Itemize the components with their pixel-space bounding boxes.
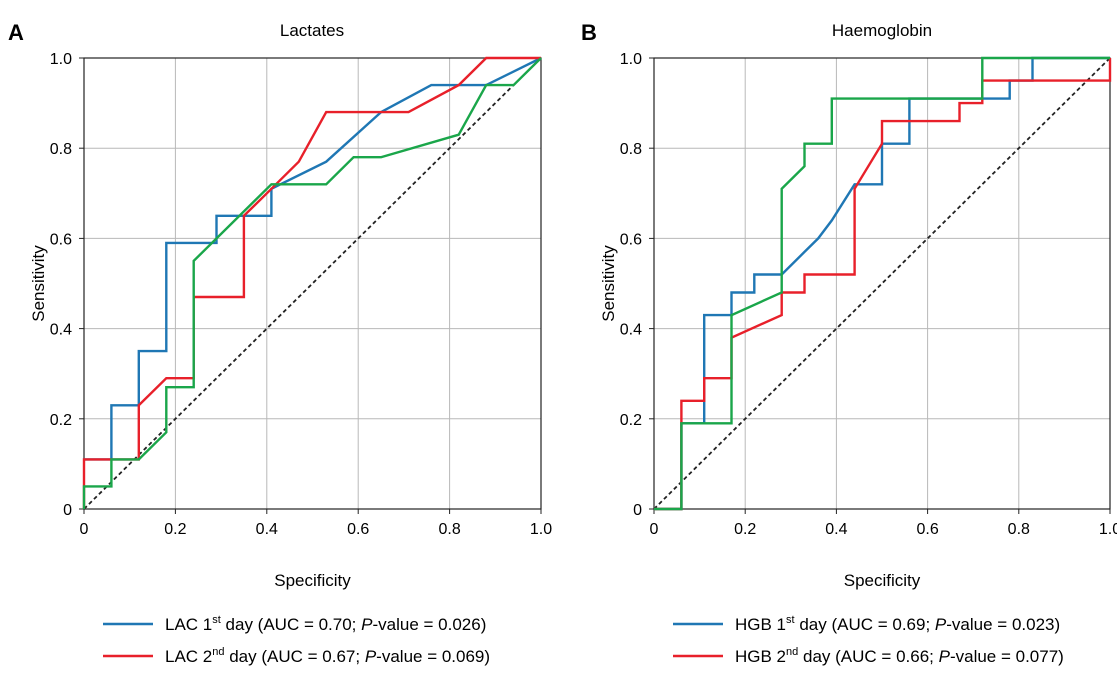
x-tick-label: 0 <box>80 521 89 538</box>
x-tick-label: 0.8 <box>1008 521 1030 538</box>
legend-label: HGB 1st day (AUC = 0.69; P-value = 0.023… <box>735 614 1060 634</box>
panel-letter: A <box>8 20 24 45</box>
roc-curve-3 <box>82 57 542 509</box>
chart-panel-b: B Haemoglobin 0 0.2 0.4 0.6 0.8 1.0 0 0.2 0.4 0.6 0.… <box>581 20 1117 666</box>
x-tick-label: 0.8 <box>438 521 460 538</box>
legend-part-prefix: HGB 1 <box>735 615 786 634</box>
x-tick-label: 0.2 <box>164 521 186 538</box>
y-tick-label: 0.4 <box>50 322 72 339</box>
x-tick-label: 0.4 <box>825 521 847 538</box>
roc-curve-1 <box>654 56 1110 511</box>
legend-entry: HGB 1st day (AUC = 0.69; P-value = 0.023… <box>673 614 1060 634</box>
legend-label: HGB 2nd day (AUC = 0.66; P-value = 0.077… <box>735 646 1064 666</box>
legend-entry: LAC 1st day (AUC = 0.70; P-value = 0.026… <box>103 614 486 634</box>
legend-part-ital: P <box>361 615 373 634</box>
y-tick-label: 0.2 <box>50 412 72 429</box>
legend-part-suffix: -value = 0.026) <box>372 615 486 634</box>
x-tick-label: 0 <box>650 521 659 538</box>
plot-frame <box>83 57 542 510</box>
legend-part-mid: day (AUC = 0.70; <box>221 615 361 634</box>
chart-title: Lactates <box>280 21 344 40</box>
y-tick-label: 0.2 <box>620 412 642 429</box>
x-axis-label: Specificity <box>844 571 921 590</box>
x-axis-label: Specificity <box>274 571 351 590</box>
panel-letter: B <box>581 20 597 45</box>
legend-part-ital: P <box>939 647 951 666</box>
plot-frame <box>653 57 1111 510</box>
x-tick-label: 1.0 <box>530 521 552 538</box>
y-tick-label: 0 <box>633 502 642 519</box>
legend-part-sup: st <box>212 614 221 626</box>
roc-curve-2 <box>654 58 1112 511</box>
y-tick-label: 0.6 <box>50 231 72 248</box>
y-tick-label: 0.6 <box>620 231 642 248</box>
x-tick-label: 0.4 <box>256 521 278 538</box>
legend-part-prefix: HGB 2 <box>735 647 786 666</box>
legend-label: LAC 2nd day (AUC = 0.67; P-value = 0.069… <box>165 646 490 666</box>
y-tick-label: 0.8 <box>50 141 72 158</box>
legend-part-ital: P <box>935 615 947 634</box>
y-tick-label: 1.0 <box>50 51 72 68</box>
roc-curve-3 <box>654 56 1110 511</box>
roc-curve-1 <box>84 56 542 461</box>
chart-panel-a: A Lactates 0 0.2 0.4 0.6 0.8 1.0 0 0.2 0.4 0.6 0.8 1.… <box>8 20 552 666</box>
reference-diagonal-line <box>83 57 542 510</box>
x-tick-label: 0.2 <box>734 521 756 538</box>
y-axis-label: Sensitivity <box>29 245 48 322</box>
legend-part-prefix: LAC 1 <box>165 615 212 634</box>
legend-part-sup: st <box>786 614 795 626</box>
legend-part-suffix: -value = 0.023) <box>946 615 1060 634</box>
y-tick-label: 1.0 <box>620 51 642 68</box>
chart-title: Haemoglobin <box>832 21 932 40</box>
y-tick-label: 0.8 <box>620 141 642 158</box>
legend-label: LAC 1st day (AUC = 0.70; P-value = 0.026… <box>165 614 486 634</box>
legend-part-mid: day (AUC = 0.69; <box>795 615 935 634</box>
reference-diagonal-line <box>653 57 1111 510</box>
roc-curve-2 <box>82 56 541 509</box>
legend-part-sup: nd <box>212 646 224 658</box>
y-tick-label: 0 <box>63 502 72 519</box>
legend-part-ital: P <box>365 647 377 666</box>
x-tick-label: 1.0 <box>1099 521 1117 538</box>
legend-entry: HGB 2nd day (AUC = 0.66; P-value = 0.077… <box>673 646 1064 666</box>
legend-part-prefix: LAC 2 <box>165 647 212 666</box>
y-tick-label: 0.4 <box>620 322 642 339</box>
y-axis-label: Sensitivity <box>599 245 618 322</box>
legend-part-mid: day (AUC = 0.67; <box>225 647 365 666</box>
legend-part-sup: nd <box>786 646 798 658</box>
x-tick-label: 0.6 <box>916 521 938 538</box>
legend-part-mid: day (AUC = 0.66; <box>798 647 938 666</box>
legend-part-suffix: -value = 0.069) <box>376 647 490 666</box>
x-tick-label: 0.6 <box>347 521 369 538</box>
legend-part-suffix: -value = 0.077) <box>950 647 1064 666</box>
legend-entry: LAC 2nd day (AUC = 0.67; P-value = 0.069… <box>103 646 490 666</box>
